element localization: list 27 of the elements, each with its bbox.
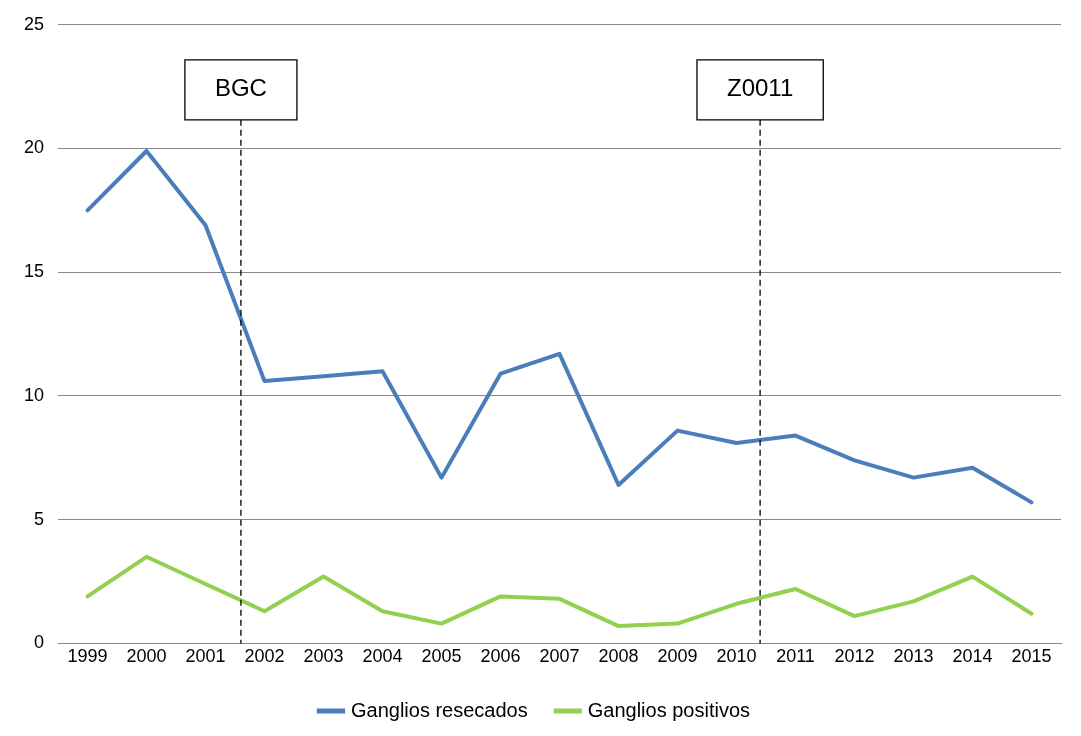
x-tick-label: 2001 (185, 646, 226, 667)
x-tick-label: 2006 (480, 646, 521, 667)
x-tick-label: 2004 (362, 646, 403, 667)
y-tick-label: 25 (23, 13, 45, 34)
x-tick-label: 2009 (657, 646, 698, 667)
x-tick-label: 2010 (716, 646, 757, 667)
x-tick-label: 1999 (67, 646, 108, 667)
x-tick-label: 2015 (1011, 646, 1052, 667)
x-tick-label: 2008 (598, 646, 639, 667)
legend-label: Ganglios resecados (350, 698, 528, 721)
y-tick-label: 20 (23, 137, 45, 158)
x-tick-label: 2011 (776, 646, 815, 667)
x-tick-label: 2000 (126, 646, 167, 667)
legend-label: Ganglios positivos (587, 698, 751, 721)
ref-line-label: Z0011 (726, 74, 794, 102)
y-tick-label: 15 (23, 261, 45, 282)
x-tick-label: 2014 (952, 646, 993, 667)
y-tick-label: 5 (34, 508, 45, 529)
x-tick-label: 2013 (893, 646, 934, 667)
x-tick-label: 2007 (539, 646, 580, 667)
x-tick-label: 2002 (244, 646, 285, 667)
ref-line-label: BGC (214, 74, 267, 102)
x-tick-label: 2012 (834, 646, 875, 667)
x-tick-label: 2005 (421, 646, 462, 667)
y-tick-label: 10 (23, 384, 45, 405)
x-tick-label: 2003 (303, 646, 344, 667)
y-tick-label: 0 (34, 632, 45, 653)
